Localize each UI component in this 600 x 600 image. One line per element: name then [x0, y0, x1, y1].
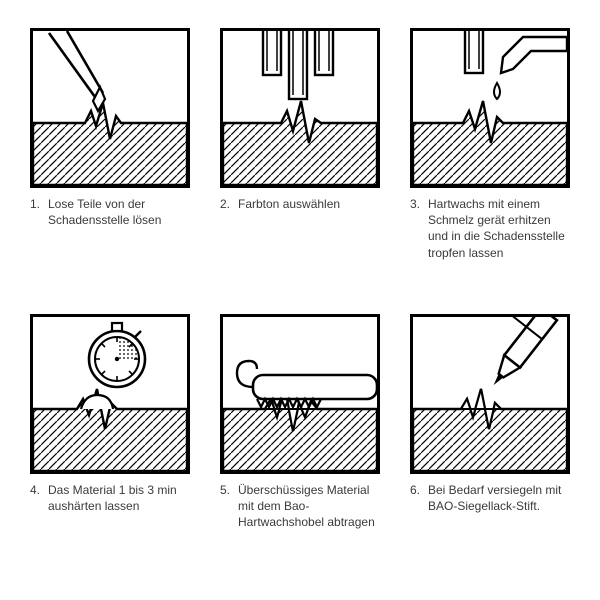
step-text: Das Material 1 bis 3 min aushärten lasse…: [48, 482, 190, 514]
step-number: 5.: [220, 482, 238, 531]
step-6: 6. Bei Bedarf versiegeln mit BAO-Siegell…: [410, 314, 570, 570]
step-text: Hartwachs mit einem Schmelz gerät erhitz…: [428, 196, 570, 261]
step-number: 1.: [30, 196, 48, 228]
panel-3: [410, 28, 570, 188]
step-text: Farbton auswählen: [238, 196, 380, 212]
panel-6: [410, 314, 570, 474]
panel-4: [30, 314, 190, 474]
caption-1: 1. Lose Teile von der Schadensstelle lös…: [30, 196, 190, 228]
step-4: 4. Das Material 1 bis 3 min aushärten la…: [30, 314, 190, 570]
step-number: 6.: [410, 482, 428, 514]
step-number: 4.: [30, 482, 48, 514]
step-number: 3.: [410, 196, 428, 261]
step-text: Überschüssiges Material mit dem Bao-Hart…: [238, 482, 380, 531]
caption-6: 6. Bei Bedarf versiegeln mit BAO-Siegell…: [410, 482, 570, 514]
step-number: 2.: [220, 196, 238, 212]
caption-3: 3. Hartwachs mit einem Schmelz gerät erh…: [410, 196, 570, 261]
caption-4: 4. Das Material 1 bis 3 min aushärten la…: [30, 482, 190, 514]
step-3: 3. Hartwachs mit einem Schmelz gerät erh…: [410, 28, 570, 284]
step-1: 1. Lose Teile von der Schadensstelle lös…: [30, 28, 190, 284]
instruction-grid: 1. Lose Teile von der Schadensstelle lös…: [0, 0, 600, 600]
step-2: 2. Farbton auswählen: [220, 28, 380, 284]
step-text: Lose Teile von der Schadensstelle lösen: [48, 196, 190, 228]
panel-2: [220, 28, 380, 188]
panel-1: [30, 28, 190, 188]
caption-2: 2. Farbton auswählen: [220, 196, 380, 212]
panel-5: [220, 314, 380, 474]
caption-5: 5. Überschüssiges Material mit dem Bao-H…: [220, 482, 380, 531]
step-text: Bei Bedarf versiegeln mit BAO-Siegellack…: [428, 482, 570, 514]
step-5: 5. Überschüssiges Material mit dem Bao-H…: [220, 314, 380, 570]
